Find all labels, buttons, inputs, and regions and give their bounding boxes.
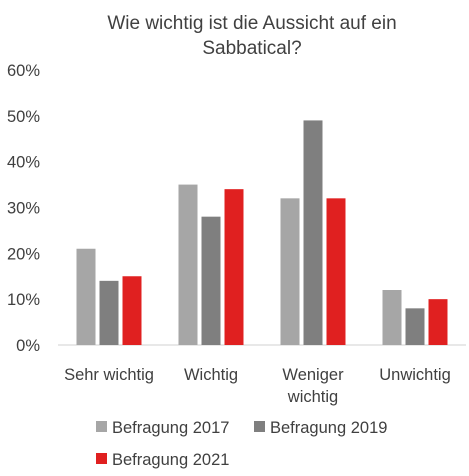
y-axis: 0% 10% 20% 30% 40% 50% 60% <box>7 62 40 355</box>
bar <box>201 216 221 345</box>
bar <box>382 290 402 345</box>
legend-swatch <box>96 453 107 464</box>
x-tick-label: Sehr wichtig <box>64 366 154 384</box>
y-tick-label: 40% <box>7 154 40 172</box>
bar <box>178 184 198 345</box>
legend-label: Befragung 2017 <box>112 419 229 437</box>
y-tick-label: 10% <box>7 291 40 309</box>
y-tick-label: 0% <box>16 337 40 355</box>
bar <box>122 276 142 345</box>
chart-title-line: Sabbatical? <box>202 38 301 59</box>
bar <box>280 198 300 345</box>
x-tick-label: Wichtig <box>184 366 238 384</box>
x-tick-label: Unwichtig <box>379 366 451 384</box>
bar <box>428 299 448 345</box>
legend-label: Befragung 2021 <box>112 451 229 469</box>
chart-title: Wie wichtig ist die Aussicht auf ein Sabb… <box>107 13 396 59</box>
bar <box>405 308 425 345</box>
bar <box>303 120 323 346</box>
bar <box>76 248 96 345</box>
legend-swatch <box>96 421 107 432</box>
y-tick-label: 30% <box>7 200 40 218</box>
x-axis: Sehr wichtig Wichtig Weniger wichtig Unwicht… <box>64 366 451 406</box>
legend-label: Befragung 2019 <box>270 419 387 437</box>
y-tick-label: 60% <box>7 62 40 80</box>
chart-title-line: Wie wichtig ist die Aussicht auf ein <box>107 13 396 34</box>
x-tick-label: Weniger <box>282 366 344 384</box>
legend: Befragung 2017 Befragung 2019 Befragung 20… <box>96 419 387 469</box>
y-tick-label: 20% <box>7 245 40 263</box>
legend-swatch <box>254 421 265 432</box>
bar <box>326 198 346 345</box>
x-tick-label: wichtig <box>287 388 338 406</box>
bar <box>224 189 244 345</box>
bar <box>99 280 119 345</box>
y-tick-label: 50% <box>7 108 40 126</box>
bars <box>76 120 448 346</box>
